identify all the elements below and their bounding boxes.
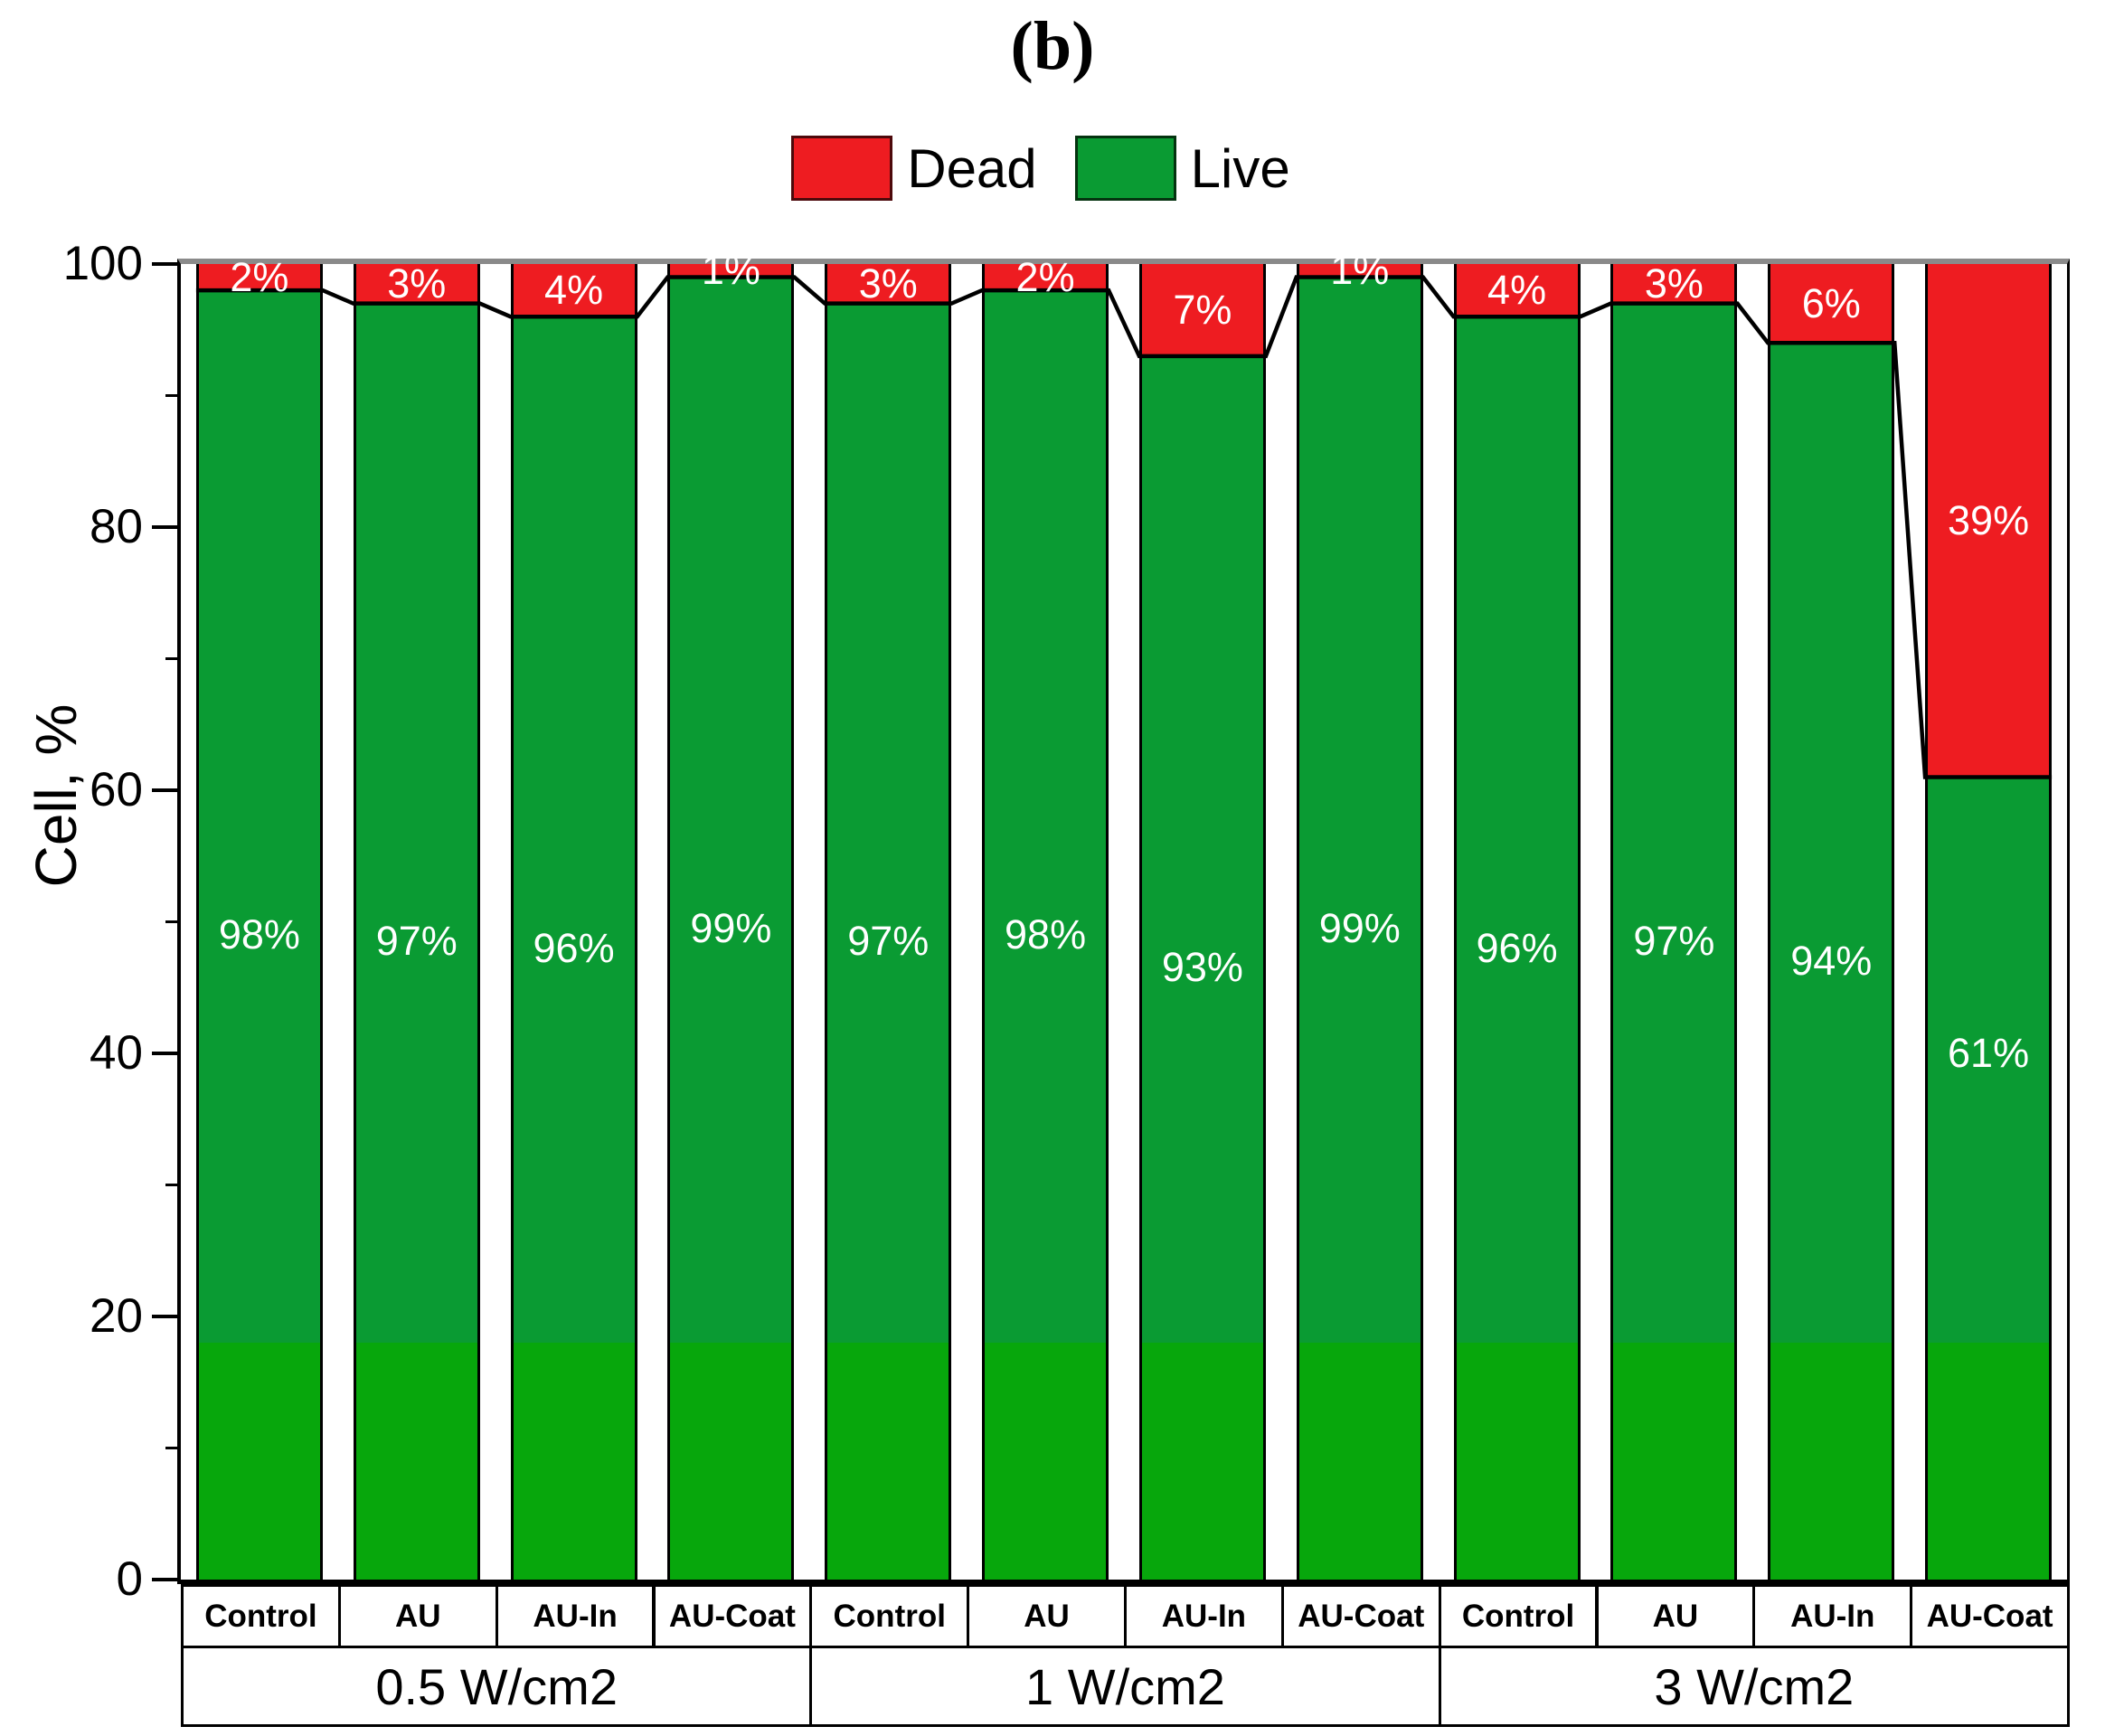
y-tick-label-100: 100	[62, 237, 143, 290]
legend-live-swatch-icon	[1074, 136, 1176, 201]
figure-label: (b)	[1010, 8, 1095, 84]
bar-1-control: 2% 98%	[195, 254, 323, 1580]
dead-value-label: 1%	[701, 247, 760, 294]
dead-segment	[1298, 264, 1421, 278]
bar-2-au: 3% 97%	[353, 260, 480, 1580]
legend-dead-swatch-icon	[791, 136, 893, 201]
category-cell-7-au-in: AU-In	[1124, 1584, 1284, 1648]
live-value-label: 94%	[1790, 938, 1873, 985]
category-cell-5-control: Control	[809, 1584, 970, 1648]
dead-value-label: 39%	[1948, 496, 2030, 543]
live-value-label: 96%	[533, 924, 615, 971]
y-minor-tick-70	[165, 657, 181, 660]
legend-dead-label: Dead	[907, 137, 1037, 199]
live-value-label: 97%	[375, 918, 458, 965]
bar-3-au-in: 4% 96%	[510, 264, 637, 1580]
group-cell-3: 3 W/cm2	[1438, 1646, 2070, 1727]
y-minor-tick-30	[165, 1184, 181, 1186]
y-minor-tick-10	[165, 1447, 181, 1449]
bar-4-au-coat: 1% 99%	[667, 247, 795, 1580]
live-value-label: 99%	[690, 904, 772, 951]
category-cell-1-control: Control	[181, 1584, 341, 1648]
y-tick-label-20: 20	[90, 1289, 143, 1343]
dead-value-label: 6%	[1801, 279, 1861, 326]
category-cell-8-au-coat: AU-Coat	[1280, 1584, 1441, 1648]
dead-value-label: 7%	[1173, 286, 1232, 333]
y-minor-tick-50	[165, 920, 181, 923]
group-cell-1: 0.5 W/cm2	[181, 1646, 813, 1727]
category-cell-3-au-in: AU-In	[495, 1584, 656, 1648]
legend-live-label: Live	[1190, 137, 1290, 199]
live-value-label: 61%	[1948, 1030, 2030, 1076]
live-value-label: 96%	[1476, 924, 1558, 971]
dead-value-label: 4%	[1487, 267, 1547, 314]
category-cell-2-au: AU	[337, 1584, 498, 1648]
y-tick-label-60: 60	[90, 763, 143, 816]
dead-value-label: 2%	[1015, 253, 1075, 300]
live-segment	[1928, 777, 2050, 1580]
bar-12-au-coat: 39% 61%	[1925, 264, 2053, 1580]
bar-9-control: 4% 96%	[1453, 264, 1581, 1580]
dead-value-label: 3%	[387, 259, 447, 307]
category-cell-10-au: AU	[1595, 1584, 1756, 1648]
category-cell-9-control: Control	[1438, 1584, 1599, 1648]
category-cell-6-au: AU	[967, 1584, 1127, 1648]
dead-value-label: 1%	[1330, 247, 1390, 294]
plot-area: 2% 98% 3% 97% 4% 96% 1% 99% 3% 97% 2% 98% 7% 93% 1% 99%…	[177, 247, 2070, 1584]
y-major-tick-100	[152, 262, 181, 266]
bar-11-au-in: 6% 94%	[1768, 264, 1895, 1580]
category-cell-4-au-coat: AU-Coat	[652, 1584, 813, 1648]
y-major-tick-20	[152, 1315, 181, 1318]
bar-10-au: 3% 97%	[1610, 260, 1738, 1580]
y-tick-label-40: 40	[90, 1026, 143, 1080]
bar-7-au-in: 7% 93%	[1138, 264, 1266, 1580]
dead-value-label: 4%	[544, 267, 604, 314]
y-major-tick-80	[152, 525, 181, 529]
live-value-label: 97%	[1633, 918, 1715, 965]
category-cell-11-au-in: AU-In	[1752, 1584, 1913, 1648]
bar-5-control: 3% 97%	[825, 260, 952, 1580]
bar-8-au-coat: 1% 99%	[1296, 247, 1423, 1580]
chart-legend: Dead Live	[0, 136, 2105, 201]
live-value-label: 98%	[218, 911, 300, 958]
live-value-label: 98%	[1005, 911, 1087, 958]
y-major-tick-0	[152, 1578, 181, 1581]
live-value-label: 93%	[1161, 944, 1243, 991]
y-tick-label-0: 0	[116, 1552, 143, 1606]
bar-6-au: 2% 98%	[982, 254, 1109, 1580]
group-cell-2: 1 W/cm2	[809, 1646, 1441, 1727]
y-major-tick-40	[152, 1052, 181, 1055]
live-value-label: 99%	[1318, 904, 1401, 951]
y-major-tick-60	[152, 788, 181, 792]
dead-segment	[670, 264, 792, 278]
y-tick-label-80: 80	[90, 500, 143, 553]
dead-value-label: 3%	[858, 259, 918, 307]
y-minor-tick-90	[165, 394, 181, 397]
dead-value-label: 2%	[230, 253, 289, 300]
live-value-label: 97%	[847, 918, 930, 965]
dead-value-label: 3%	[1644, 259, 1704, 307]
category-cell-12-au-coat: AU-Coat	[1910, 1584, 2070, 1648]
